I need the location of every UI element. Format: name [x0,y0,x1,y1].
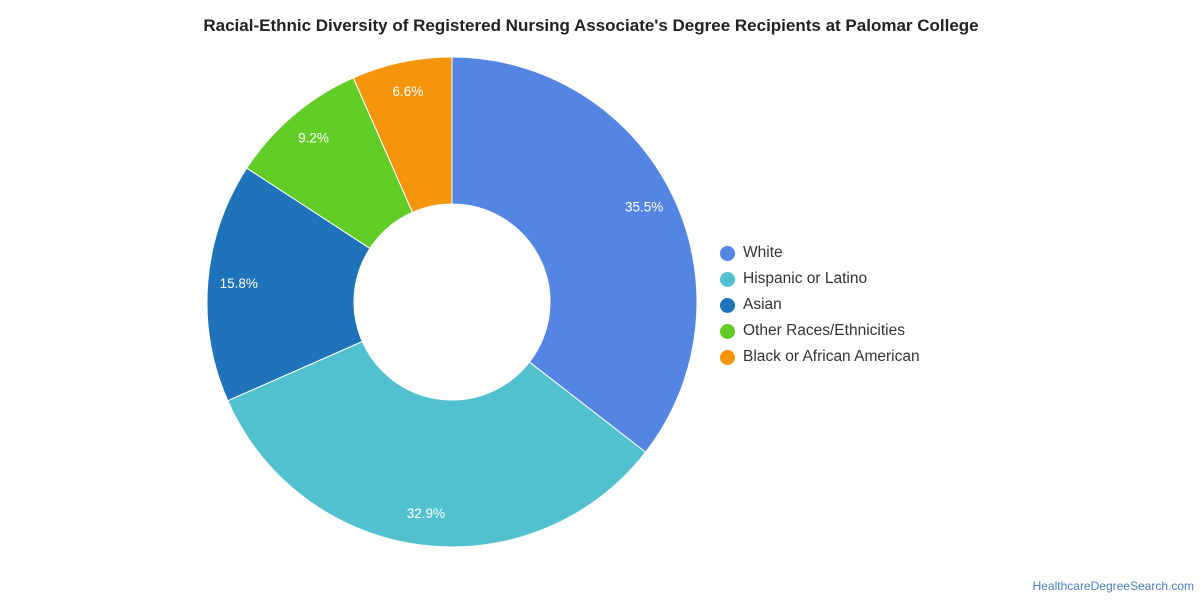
source-link[interactable]: HealthcareDegreeSearch.com [1032,579,1194,593]
legend-label: Hispanic or Latino [743,270,868,287]
slice-label-black-or-african-american: 6.6% [393,84,424,99]
legend-swatch [720,271,735,287]
slice-white[interactable] [451,56,698,453]
legend-label: Asian [743,296,782,313]
slice-black-or-african-american[interactable] [352,56,453,213]
legend-swatch [720,297,735,313]
legend: White Hispanic or Latino Asian Other Races/… [720,240,920,370]
legend-item-black-or-african-american[interactable]: Black or African American [720,344,920,370]
legend-swatch [720,323,735,339]
chart-title: Racial-Ethnic Diversity of Registered Nu… [203,16,979,35]
slice-asian[interactable] [206,167,371,402]
slices-group [206,56,698,548]
legend-label: Other Races/Ethnicities [743,322,905,339]
legend-label: White [743,244,783,261]
slice-label-hispanic-or-latino: 32.9% [407,506,445,521]
slice-label-white: 35.5% [625,199,663,214]
legend-item-hispanic-or-latino[interactable]: Hispanic or Latino [720,266,920,292]
slice-label-asian: 15.8% [220,276,258,291]
legend-label: Black or African American [743,348,920,365]
legend-item-white[interactable]: White [720,240,920,266]
slice-hispanic-or-latino[interactable] [227,340,647,548]
legend-swatch [720,245,735,261]
slice-label-other-races-ethnicities: 9.2% [298,130,329,145]
legend-item-other-races-ethnicities[interactable]: Other Races/Ethnicities [720,318,920,344]
legend-item-asian[interactable]: Asian [720,292,920,318]
slice-labels-group: 35.5% 32.9% 15.8% 9.2% 6.6% [220,84,664,521]
legend-swatch [720,349,735,365]
